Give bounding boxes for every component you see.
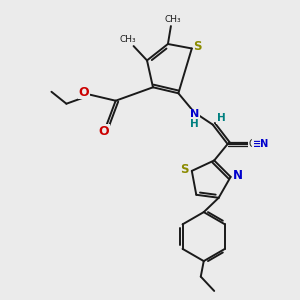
Text: CH₃: CH₃ bbox=[164, 15, 181, 24]
Text: N: N bbox=[233, 169, 243, 182]
Text: H: H bbox=[190, 119, 199, 129]
Text: C: C bbox=[248, 139, 255, 149]
Text: CH₃: CH₃ bbox=[120, 35, 136, 44]
Text: O: O bbox=[78, 86, 89, 99]
Text: ≡N: ≡N bbox=[253, 139, 269, 149]
Text: S: S bbox=[180, 163, 189, 176]
Text: S: S bbox=[194, 40, 202, 53]
Text: N: N bbox=[190, 109, 200, 119]
Text: O: O bbox=[98, 125, 109, 138]
Text: H: H bbox=[217, 113, 225, 123]
